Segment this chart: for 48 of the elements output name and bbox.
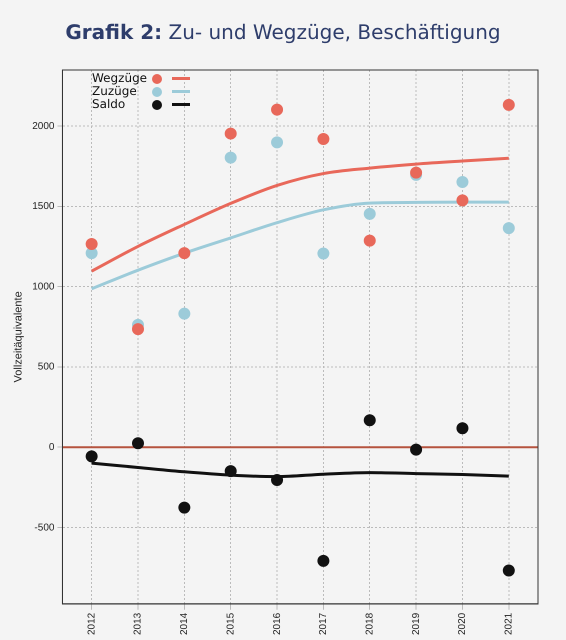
x-tick-label: 2014 <box>179 612 190 636</box>
point <box>271 104 284 116</box>
point <box>456 422 468 434</box>
y-tick-label: 500 <box>38 362 55 373</box>
point <box>317 554 330 567</box>
point <box>364 414 376 426</box>
point <box>456 194 468 206</box>
point <box>502 564 515 577</box>
point <box>86 450 98 462</box>
point <box>317 247 330 260</box>
point <box>317 133 330 146</box>
point <box>502 222 515 234</box>
point <box>132 437 144 450</box>
x-tick-label: 2013 <box>132 612 144 636</box>
y-tick-label: 1000 <box>32 281 55 292</box>
point <box>364 234 376 247</box>
point <box>224 128 237 140</box>
point <box>178 502 190 514</box>
x-tick-label: 2012 <box>86 612 98 636</box>
point <box>410 444 422 456</box>
line-series <box>90 156 510 273</box>
x-tick-label: 2016 <box>272 612 283 636</box>
chart-title: Grafik 2: Zu- und Wegzüge, Beschäftigung <box>64 20 502 44</box>
point <box>86 238 98 250</box>
point <box>178 308 190 320</box>
point <box>224 465 237 478</box>
legend-label: Zuzüge <box>92 84 137 98</box>
x-tick-label: 2017 <box>318 612 330 636</box>
x-tick-label: 2015 <box>225 612 236 636</box>
y-tick-label: 1500 <box>32 201 55 212</box>
y-tick-label: 2000 <box>32 120 55 132</box>
point <box>271 136 284 148</box>
y-axis-title: Vollzeitäquivalente <box>12 291 25 382</box>
point <box>502 98 515 111</box>
x-tick-label: 2019 <box>410 612 422 636</box>
point <box>271 474 284 486</box>
legend-label: Wegzüge <box>92 71 148 85</box>
point <box>456 176 468 188</box>
point <box>178 247 190 260</box>
legend-label: Saldo <box>92 97 126 111</box>
point <box>132 323 144 336</box>
x-tick-label: 2018 <box>364 612 376 636</box>
y-tick-label: -500 <box>34 522 55 534</box>
y-tick-label: 0 <box>48 442 55 453</box>
point <box>224 152 237 164</box>
point <box>364 208 376 220</box>
x-tick-label: 2020 <box>457 612 468 636</box>
x-tick-label: 2021 <box>504 612 515 636</box>
